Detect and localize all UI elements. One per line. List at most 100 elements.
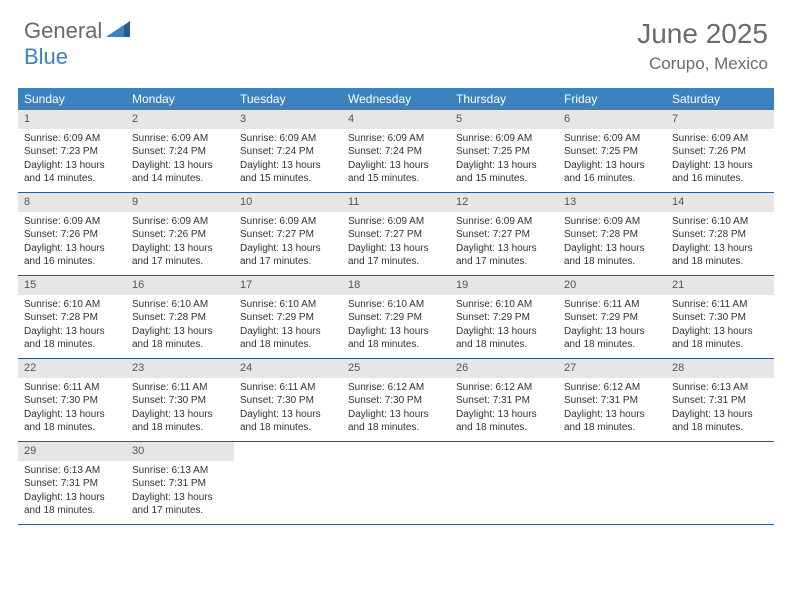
daylight-text: Daylight: 13 hours and 18 minutes. [24, 491, 120, 518]
day-content: Sunrise: 6:13 AMSunset: 7:31 PMDaylight:… [126, 461, 234, 524]
day-content: Sunrise: 6:09 AMSunset: 7:27 PMDaylight:… [342, 212, 450, 275]
day-cell: 21 Sunrise: 6:11 AMSunset: 7:30 PMDayligh… [666, 276, 774, 358]
day-content: Sunrise: 6:12 AMSunset: 7:31 PMDaylight:… [558, 378, 666, 441]
day-number: 12 [450, 193, 558, 212]
sunrise-text: Sunrise: 6:11 AM [132, 381, 228, 395]
sunset-text: Sunset: 7:25 PM [564, 145, 660, 159]
sunset-text: Sunset: 7:30 PM [348, 394, 444, 408]
day-number: 6 [558, 110, 666, 129]
day-cell-empty [234, 442, 342, 524]
sunset-text: Sunset: 7:29 PM [456, 311, 552, 325]
sunset-text: Sunset: 7:24 PM [348, 145, 444, 159]
day-cell-empty [342, 442, 450, 524]
daylight-text: Daylight: 13 hours and 18 minutes. [564, 408, 660, 435]
day-number: 29 [18, 442, 126, 461]
sunset-text: Sunset: 7:27 PM [348, 228, 444, 242]
day-cell: 30Sunrise: 6:13 AMSunset: 7:31 PMDayligh… [126, 442, 234, 524]
day-cell: 23Sunrise: 6:11 AMSunset: 7:30 PMDayligh… [126, 359, 234, 441]
weekday-saturday: Saturday [666, 88, 774, 110]
brand-part2-wrap: Blue [24, 44, 68, 70]
sunrise-text: Sunrise: 6:09 AM [456, 215, 552, 229]
day-content: Sunrise: 6:10 AMSunset: 7:28 PMDaylight:… [126, 295, 234, 358]
sunset-text: Sunset: 7:24 PM [240, 145, 336, 159]
sunset-text: Sunset: 7:26 PM [672, 145, 768, 159]
day-content: Sunrise: 6:13 AMSunset: 7:31 PMDaylight:… [18, 461, 126, 524]
sunset-text: Sunset: 7:29 PM [564, 311, 660, 325]
sunrise-text: Sunrise: 6:09 AM [348, 215, 444, 229]
calendar: Sunday Monday Tuesday Wednesday Thursday… [18, 88, 774, 525]
day-cell: 9Sunrise: 6:09 AMSunset: 7:26 PMDaylight… [126, 193, 234, 275]
day-content: Sunrise: 6:09 AMSunset: 7:26 PMDaylight:… [18, 212, 126, 275]
sunrise-text: Sunrise: 6:09 AM [672, 132, 768, 146]
daylight-text: Daylight: 13 hours and 18 minutes. [132, 408, 228, 435]
weeks-container: 1Sunrise: 6:09 AMSunset: 7:23 PMDaylight… [18, 110, 774, 525]
day-content: Sunrise: 6:09 AMSunset: 7:24 PMDaylight:… [342, 129, 450, 192]
day-cell: 17 Sunrise: 6:10 AMSunset: 7:29 PMDayligh… [234, 276, 342, 358]
sunset-text: Sunset: 7:28 PM [672, 228, 768, 242]
daylight-text: Daylight: 13 hours and 18 minutes. [672, 408, 768, 435]
weekday-monday: Monday [126, 88, 234, 110]
day-number: 8 [18, 193, 126, 212]
brand-triangle-icon [106, 19, 132, 44]
weekday-tuesday: Tuesday [234, 88, 342, 110]
sunset-text: Sunset: 7:26 PM [132, 228, 228, 242]
daylight-text: Daylight: 13 hours and 16 minutes. [24, 242, 120, 269]
day-content: Sunrise: 6:09 AMSunset: 7:24 PMDaylight:… [126, 129, 234, 192]
weekday-thursday: Thursday [450, 88, 558, 110]
sunrise-text: Sunrise: 6:10 AM [240, 298, 336, 312]
day-number: 21 [666, 276, 774, 295]
day-cell: 18Sunrise: 6:10 AMSunset: 7:29 PMDayligh… [342, 276, 450, 358]
day-cell: 29Sunrise: 6:13 AMSunset: 7:31 PMDayligh… [18, 442, 126, 524]
day-number: 4 [342, 110, 450, 129]
day-number: 20 [558, 276, 666, 295]
sunset-text: Sunset: 7:24 PM [132, 145, 228, 159]
sunset-text: Sunset: 7:28 PM [132, 311, 228, 325]
day-cell: 27Sunrise: 6:12 AMSunset: 7:31 PMDayligh… [558, 359, 666, 441]
sunrise-text: Sunrise: 6:13 AM [672, 381, 768, 395]
sunset-text: Sunset: 7:30 PM [672, 311, 768, 325]
location-label: Corupo, Mexico [637, 54, 768, 74]
sunrise-text: Sunrise: 6:09 AM [348, 132, 444, 146]
sunrise-text: Sunrise: 6:10 AM [24, 298, 120, 312]
day-content: Sunrise: 6:11 AMSunset: 7:30 PMDaylight:… [234, 378, 342, 441]
day-content: Sunrise: 6:09 AMSunset: 7:25 PMDaylight:… [558, 129, 666, 192]
header: General June 2025 Corupo, Mexico [0, 0, 792, 82]
daylight-text: Daylight: 13 hours and 18 minutes. [672, 242, 768, 269]
sunset-text: Sunset: 7:29 PM [240, 311, 336, 325]
day-number: 15 [18, 276, 126, 295]
sunrise-text: Sunrise: 6:09 AM [132, 132, 228, 146]
sunset-text: Sunset: 7:30 PM [24, 394, 120, 408]
sunset-text: Sunset: 7:28 PM [564, 228, 660, 242]
day-content: Sunrise: 6:11 AMSunset: 7:30 PMDaylight:… [18, 378, 126, 441]
daylight-text: Daylight: 13 hours and 17 minutes. [132, 242, 228, 269]
daylight-text: Daylight: 13 hours and 18 minutes. [456, 325, 552, 352]
sunset-text: Sunset: 7:27 PM [240, 228, 336, 242]
day-content: Sunrise: 6:09 AMSunset: 7:26 PMDaylight:… [126, 212, 234, 275]
sunrise-text: Sunrise: 6:09 AM [24, 215, 120, 229]
day-content: Sunrise: 6:10 AMSunset: 7:28 PMDaylight:… [18, 295, 126, 358]
daylight-text: Daylight: 13 hours and 16 minutes. [564, 159, 660, 186]
day-cell: 4Sunrise: 6:09 AMSunset: 7:24 PMDaylight… [342, 110, 450, 192]
daylight-text: Daylight: 13 hours and 18 minutes. [24, 408, 120, 435]
day-number: 11 [342, 193, 450, 212]
day-cell: 28Sunrise: 6:13 AMSunset: 7:31 PMDayligh… [666, 359, 774, 441]
day-number: 28 [666, 359, 774, 378]
sunrise-text: Sunrise: 6:11 AM [672, 298, 768, 312]
day-content: Sunrise: 6:10 AMSunset: 7:29 PMDaylight:… [450, 295, 558, 358]
daylight-text: Daylight: 13 hours and 18 minutes. [672, 325, 768, 352]
sunrise-text: Sunrise: 6:10 AM [456, 298, 552, 312]
day-cell: 6Sunrise: 6:09 AMSunset: 7:25 PMDaylight… [558, 110, 666, 192]
day-number: 25 [342, 359, 450, 378]
sunrise-text: Sunrise: 6:09 AM [132, 215, 228, 229]
week-row: 15Sunrise: 6:10 AMSunset: 7:28 PMDayligh… [18, 276, 774, 359]
daylight-text: Daylight: 13 hours and 18 minutes. [564, 242, 660, 269]
daylight-text: Daylight: 13 hours and 18 minutes. [240, 325, 336, 352]
sunset-text: Sunset: 7:31 PM [132, 477, 228, 491]
sunrise-text: Sunrise: 6:12 AM [564, 381, 660, 395]
day-number: 9 [126, 193, 234, 212]
day-content: Sunrise: 6:12 AMSunset: 7:31 PMDaylight:… [450, 378, 558, 441]
day-number: 17 [234, 276, 342, 295]
day-cell: 20Sunrise: 6:11 AMSunset: 7:29 PMDayligh… [558, 276, 666, 358]
day-content: Sunrise: 6:09 AMSunset: 7:26 PMDaylight:… [666, 129, 774, 192]
sunset-text: Sunset: 7:31 PM [24, 477, 120, 491]
